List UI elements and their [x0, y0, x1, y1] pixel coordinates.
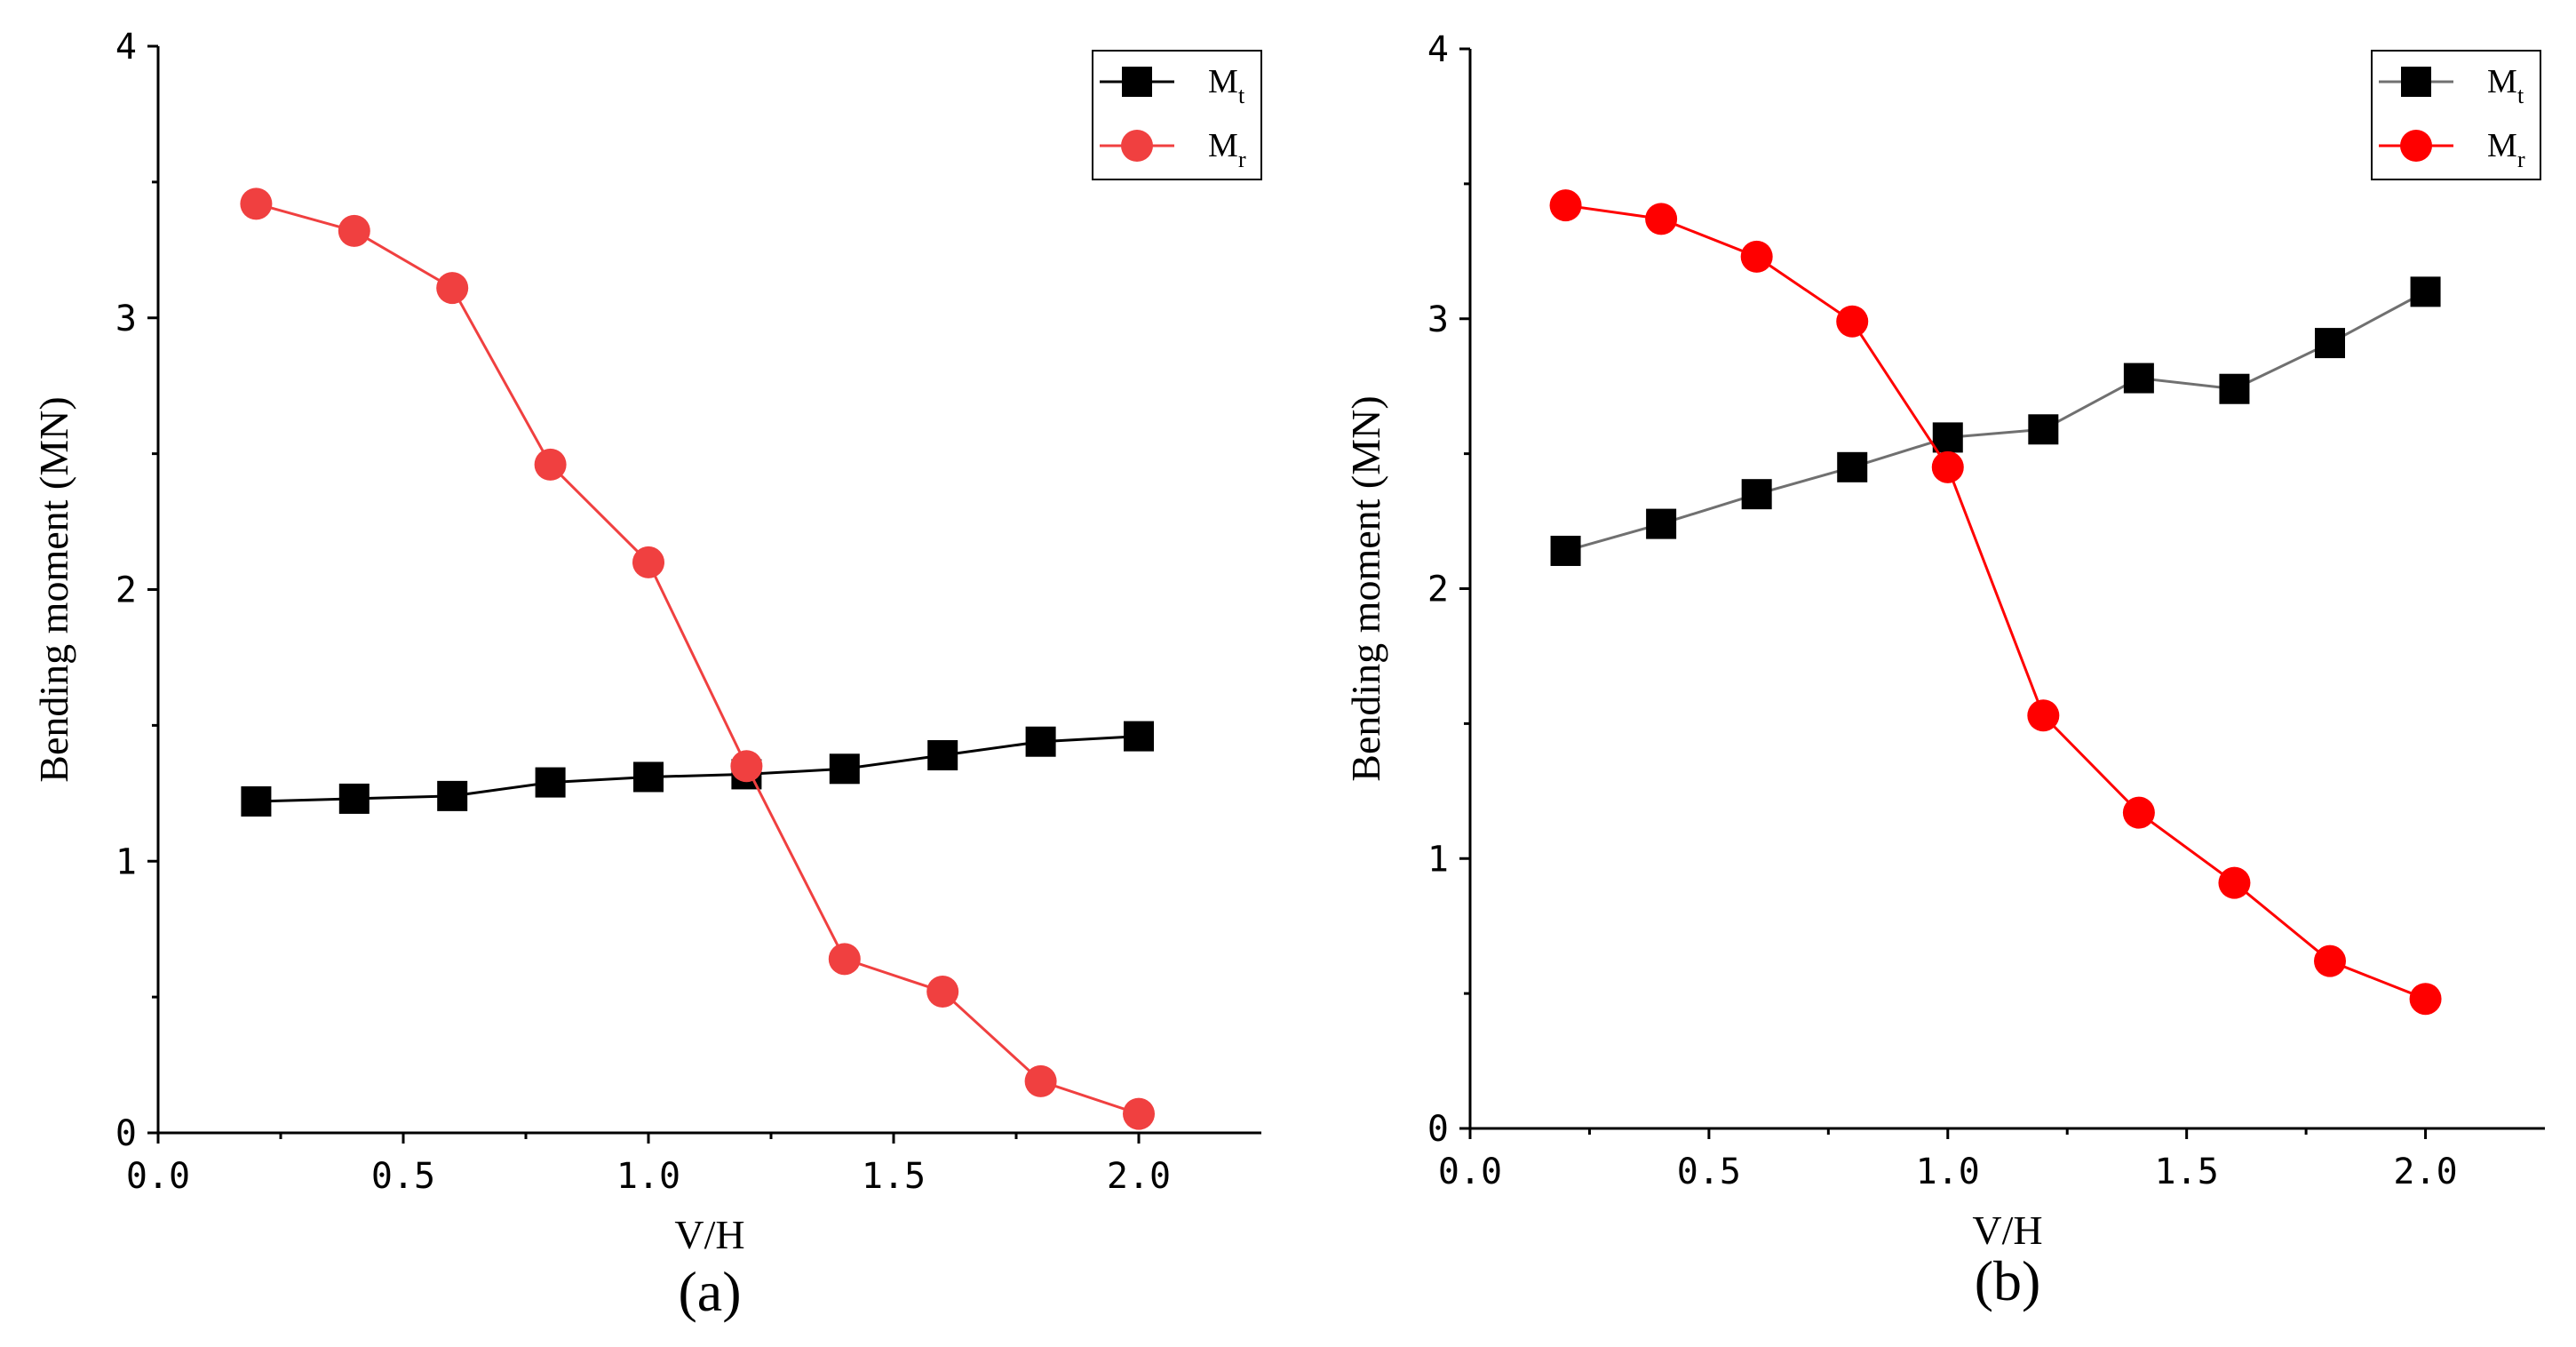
- data-point-circle: [2314, 944, 2346, 977]
- legend-label: M: [1208, 127, 1238, 164]
- data-point-square: [1025, 726, 1056, 757]
- data-point-square: [829, 753, 860, 785]
- data-point-circle: [1645, 203, 1678, 235]
- data-point-square: [2219, 373, 2250, 404]
- y-tick-label: 0: [1427, 1109, 1449, 1150]
- data-point-square: [338, 783, 370, 814]
- legend-marker-circle: [2400, 130, 2432, 162]
- data-point-circle: [436, 272, 469, 305]
- legend-label-subscript: t: [2517, 83, 2524, 108]
- series-line-Mr: [1565, 203, 2427, 1000]
- y-tick-label: 3: [115, 299, 137, 339]
- data-point-square: [535, 767, 566, 798]
- data-point-square: [2123, 363, 2154, 394]
- data-point-circle: [2122, 796, 2155, 829]
- y-tick-label: 1: [115, 841, 137, 882]
- x-tick-label: 2.0: [2393, 1152, 2457, 1192]
- data-point-square: [1646, 508, 1677, 539]
- legend-label-subscript: r: [1238, 147, 1246, 172]
- data-point-square: [1837, 451, 1868, 482]
- data-point-square: [2410, 276, 2441, 307]
- data-point-circle: [1123, 1097, 1155, 1130]
- legend-marker-circle: [1121, 130, 1153, 162]
- series-line-Mr: [255, 202, 1140, 1116]
- legend-label: M: [2487, 127, 2517, 164]
- legend-marker-square: [2401, 67, 2431, 97]
- x-tick-label: 1.5: [862, 1156, 926, 1197]
- y-tick-label: 2: [115, 570, 137, 611]
- legend-box: [1092, 50, 1262, 180]
- y-tick-label: 4: [115, 27, 137, 68]
- data-point-square: [2028, 414, 2059, 445]
- data-point-square: [2315, 328, 2345, 359]
- y-tick-label: 3: [1427, 299, 1449, 340]
- x-tick-label: 0.0: [1438, 1152, 1502, 1192]
- y-tick-label: 1: [1427, 839, 1449, 880]
- x-tick-label: 0.0: [126, 1156, 190, 1197]
- data-point-circle: [2218, 866, 2251, 899]
- data-point-circle: [534, 448, 567, 481]
- legend-label-subscript: r: [2517, 147, 2525, 172]
- data-point-circle: [632, 546, 664, 578]
- data-point-circle: [1836, 305, 1869, 338]
- data-point-circle: [240, 187, 273, 220]
- chart-panel-a: 0 1 2 3 4 0.0 0.5 1.0 1.5 2.0 V/H Bending moment (M…: [31, 27, 1262, 1323]
- data-point-circle: [1549, 189, 1582, 222]
- data-point-square: [1124, 721, 1154, 752]
- legend-label: M: [2487, 63, 2517, 100]
- x-axis-title: V/H: [674, 1212, 744, 1257]
- data-point-circle: [828, 943, 861, 976]
- data-point-square: [1550, 535, 1581, 566]
- series-line-Mt: [256, 735, 1140, 803]
- x-tick-label: 0.5: [1677, 1152, 1741, 1192]
- y-axis-title: Bending moment (MN): [31, 396, 76, 782]
- data-point-circle: [338, 214, 370, 247]
- data-point-circle: [2409, 983, 2442, 1016]
- data-point-circle: [1740, 240, 1773, 273]
- panel-caption: (b): [1975, 1249, 2041, 1312]
- y-axis-title: Bending moment (MN): [1343, 395, 1388, 781]
- x-tick-label: 2.0: [1107, 1156, 1171, 1197]
- legend-box: [2371, 50, 2541, 180]
- x-axis-title: V/H: [1972, 1208, 2042, 1253]
- legend-label: M: [1208, 63, 1238, 100]
- data-point-circle: [730, 750, 763, 783]
- data-point-square: [1932, 422, 1963, 453]
- data-point-square: [1741, 479, 1772, 510]
- legend-label-subscript: t: [1238, 83, 1245, 108]
- data-point-circle: [1931, 450, 1964, 483]
- legend-marker-square: [1122, 67, 1152, 97]
- y-tick-label: 4: [1427, 29, 1449, 70]
- data-point-circle: [926, 976, 959, 1008]
- data-point-square: [437, 780, 468, 811]
- x-tick-label: 1.5: [2155, 1152, 2219, 1192]
- data-point-circle: [2027, 699, 2060, 732]
- x-tick-label: 1.0: [1916, 1152, 1980, 1192]
- data-point-circle: [1024, 1064, 1057, 1097]
- series-line-Mt: [1565, 291, 2427, 553]
- chart-panel-b: 0 1 2 3 4 0.0 0.5 1.0 1.5 2.0 V/H Bending moment (M…: [1343, 29, 2545, 1312]
- y-tick-label: 0: [115, 1113, 137, 1154]
- data-point-square: [927, 740, 958, 771]
- x-tick-label: 0.5: [371, 1156, 435, 1197]
- y-tick-label: 2: [1427, 570, 1449, 610]
- data-point-square: [633, 761, 664, 793]
- panel-caption: (a): [678, 1260, 741, 1323]
- data-point-square: [241, 785, 272, 817]
- x-tick-label: 1.0: [616, 1156, 680, 1197]
